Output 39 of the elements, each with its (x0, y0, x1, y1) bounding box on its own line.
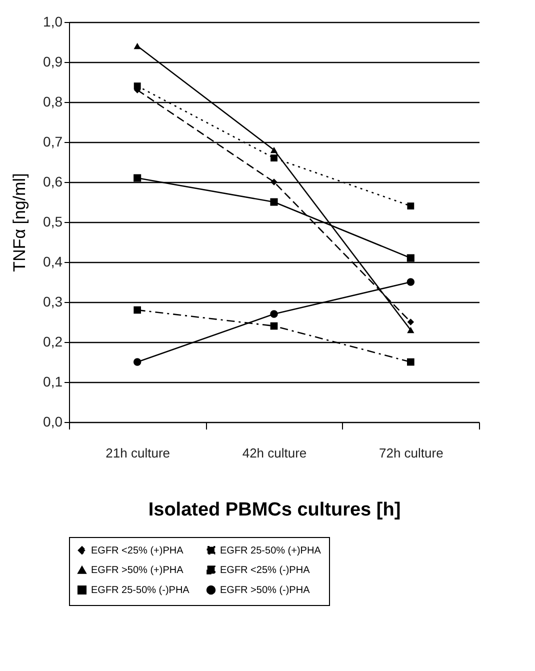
legend-label: EGFR 25-50% (+)PHA (220, 545, 322, 556)
point (407, 326, 414, 334)
y-tick-label: 0,9 (43, 54, 63, 70)
point (270, 178, 278, 186)
y-tick-label: 0,3 (43, 294, 63, 310)
point (270, 146, 278, 154)
point (406, 278, 415, 286)
point (407, 318, 414, 326)
point (407, 202, 414, 210)
point (270, 154, 278, 162)
y-axis-title: TNFα [ng/ml] (10, 173, 30, 272)
point (134, 174, 142, 182)
legend-label: EGFR 25-50% (-)PHA (91, 585, 190, 596)
legend-label: EGFR <25% (-)PHA (220, 565, 310, 576)
point (406, 358, 414, 366)
legend-label: EGFR >50% (-)PHA (220, 585, 310, 596)
legend-label: EGFR <25% (+)PHA (91, 545, 184, 556)
y-tick-label: 0,4 (43, 254, 63, 270)
x-axis-title: Isolated PBMCs cultures [h] (148, 500, 401, 520)
y-tick-label: 0,5 (43, 214, 63, 230)
point (406, 254, 414, 262)
y-tick-label: 0,0 (43, 414, 63, 430)
y-tick-label: 0,6 (43, 174, 63, 190)
y-tick-label: 0,7 (43, 134, 63, 150)
x-tick-label: 42h culture (242, 446, 307, 460)
y-tick-label: 0,2 (43, 334, 63, 350)
point (270, 322, 278, 330)
point (270, 310, 278, 318)
y-tick-label: 0,1 (43, 374, 63, 390)
point (270, 198, 278, 206)
point (133, 358, 142, 366)
y-tick-label: 1,0 (43, 14, 63, 30)
x-tick-label: 72h culture (379, 446, 444, 460)
point (134, 306, 142, 314)
y-tick-label: 0,8 (43, 94, 63, 110)
point (134, 82, 141, 90)
point (134, 42, 141, 50)
legend-label: EGFR >50% (+)PHA (91, 565, 184, 576)
x-tick-label: 21h culture (106, 446, 170, 460)
